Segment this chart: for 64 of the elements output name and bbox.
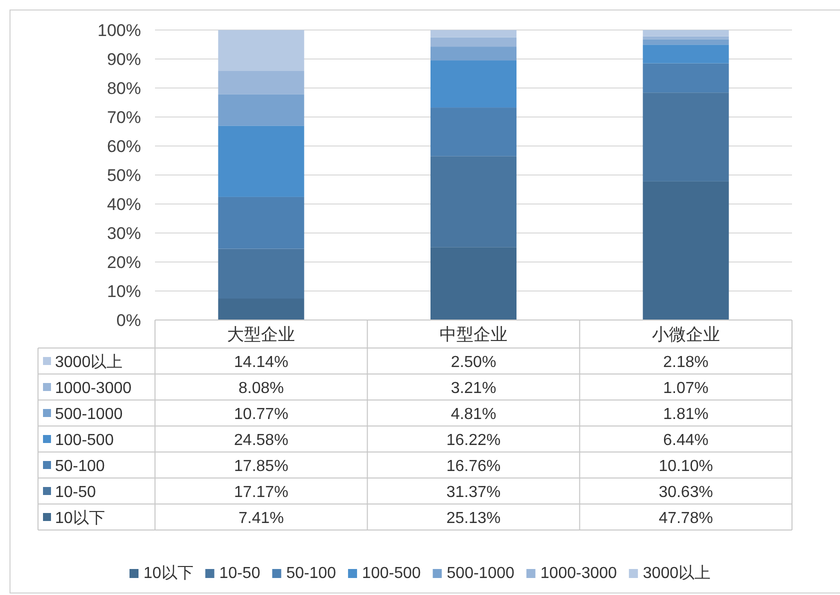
y-tick-label: 30% bbox=[106, 224, 141, 243]
bar bbox=[218, 71, 304, 94]
data-label: 4.81% bbox=[450, 406, 496, 423]
y-tick-label: 90% bbox=[106, 50, 141, 69]
bar bbox=[642, 30, 729, 36]
bar bbox=[218, 30, 304, 72]
bar bbox=[430, 46, 516, 61]
legend-label: 1000-3000 bbox=[55, 380, 132, 397]
bar bbox=[430, 37, 516, 47]
y-tick-label: 50% bbox=[106, 166, 141, 185]
x-tick-label: 小微企业 bbox=[652, 325, 720, 344]
bar bbox=[218, 298, 304, 320]
bar bbox=[218, 248, 304, 299]
data-label: 30.63% bbox=[658, 484, 713, 501]
data-label: 2.18% bbox=[663, 354, 709, 371]
y-tick-label: 0% bbox=[116, 311, 141, 330]
bar bbox=[642, 39, 729, 45]
data-label: 47.78% bbox=[658, 510, 713, 527]
data-label: 25.13% bbox=[446, 510, 501, 527]
bar bbox=[642, 44, 729, 64]
bar bbox=[430, 247, 516, 320]
bar bbox=[430, 156, 516, 248]
legend-label: 500-1000 bbox=[55, 406, 123, 423]
bar bbox=[642, 92, 729, 182]
data-label: 17.17% bbox=[234, 484, 288, 501]
bar bbox=[218, 196, 304, 249]
bar bbox=[430, 30, 516, 38]
y-tick-label: 40% bbox=[106, 195, 141, 214]
data-label: 10.77% bbox=[234, 406, 288, 423]
data-label: 3.21% bbox=[450, 380, 496, 397]
bar bbox=[642, 63, 729, 93]
y-tick-label: 10% bbox=[106, 282, 141, 301]
data-label: 17.85% bbox=[234, 458, 288, 475]
data-label: 6.44% bbox=[663, 432, 709, 449]
x-tick-label: 中型企业 bbox=[440, 325, 508, 344]
x-tick-label: 大型企业 bbox=[227, 325, 296, 344]
y-tick-label: 70% bbox=[106, 108, 141, 127]
legend-label: 100-500 bbox=[55, 432, 114, 449]
data-label: 31.37% bbox=[446, 484, 501, 501]
y-tick-label: 60% bbox=[106, 137, 141, 156]
data-label: 16.22% bbox=[446, 432, 501, 449]
legend-label: 10-50 bbox=[55, 484, 96, 501]
legend-label: 3000以上 bbox=[55, 353, 123, 371]
bar bbox=[430, 60, 516, 108]
legend-label: 50-100 bbox=[55, 458, 105, 475]
y-tick-label: 80% bbox=[106, 79, 141, 98]
data-label: 16.76% bbox=[446, 458, 501, 475]
data-label: 14.14% bbox=[234, 354, 288, 371]
legend-label: 10以下 bbox=[55, 509, 105, 527]
bar bbox=[430, 108, 516, 156]
data-label: 24.58% bbox=[234, 432, 288, 449]
data-label: 7.41% bbox=[238, 510, 284, 527]
data-label: 2.50% bbox=[450, 354, 496, 371]
y-tick-label: 20% bbox=[106, 253, 141, 272]
bar bbox=[218, 126, 304, 197]
bar bbox=[642, 36, 729, 40]
data-label: 1.07% bbox=[663, 380, 709, 397]
bar bbox=[642, 181, 729, 320]
data-label: 1.81% bbox=[663, 406, 709, 423]
legend: 10以下 10-50 50-100 100-500 500-1000 1000-3000 3000以上 bbox=[130, 565, 710, 582]
data-label: 10.10% bbox=[658, 458, 713, 475]
y-tick-label: 100% bbox=[98, 21, 141, 40]
bar bbox=[218, 94, 304, 126]
data-label: 8.08% bbox=[238, 380, 284, 397]
